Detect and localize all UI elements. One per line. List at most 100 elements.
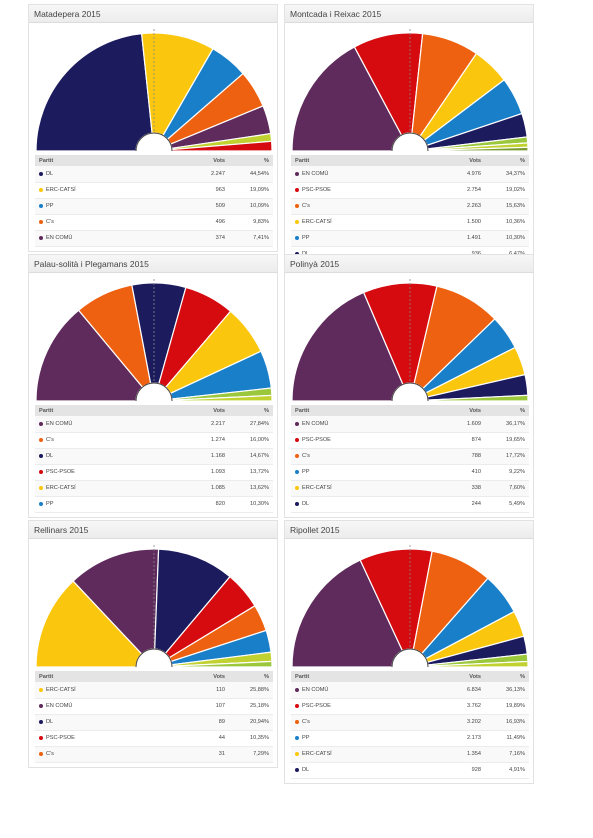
votes-cell: 2.263 xyxy=(425,198,485,215)
hemicycle-svg xyxy=(291,279,529,402)
pct-cell: 7,29% xyxy=(229,746,273,763)
header-votes: Vots xyxy=(425,405,485,416)
party-name: DL xyxy=(46,170,54,177)
header-votes: Vots xyxy=(169,405,229,416)
header-pct: % xyxy=(485,155,529,166)
votes-cell: 338 xyxy=(425,480,485,497)
votes-cell: 374 xyxy=(169,230,229,247)
table-row: C's 496 9,83% xyxy=(35,214,273,231)
party-color-dot xyxy=(39,453,43,458)
votes-cell: 89 xyxy=(169,714,229,731)
party-color-dot xyxy=(295,687,299,692)
votes-cell: 963 xyxy=(169,182,229,199)
table-row: DL 2.247 44,54% xyxy=(35,166,273,183)
party-cell: PP xyxy=(291,464,425,481)
votes-cell: 6.834 xyxy=(425,682,485,699)
party-cell: ERC-CATSÍ xyxy=(35,682,169,699)
slice-dl[interactable] xyxy=(35,32,153,152)
party-cell: PP xyxy=(35,198,169,215)
table-row: C's 1.274 16,00% xyxy=(35,432,273,449)
party-cell: C's xyxy=(291,448,425,465)
table-row: ERC-CATSÍ 963 19,09% xyxy=(35,182,273,199)
header-pct: % xyxy=(229,155,273,166)
inner-ring xyxy=(391,132,429,152)
pct-cell: 15,63% xyxy=(485,198,529,215)
party-cell: ERC-CATSÍ xyxy=(291,746,425,763)
municipality-panel: Matadepera 2015 Partit Vots% DL 2.247 44,54% E… xyxy=(28,4,278,252)
party-color-dot xyxy=(39,751,43,756)
votes-cell: 820 xyxy=(169,496,229,513)
party-cell: PP xyxy=(35,496,169,513)
header-party: Partit xyxy=(35,155,169,166)
party-name: PP xyxy=(302,468,310,475)
party-name: DL xyxy=(46,718,54,725)
party-color-dot xyxy=(295,735,299,740)
party-cell: PP xyxy=(291,730,425,747)
party-cell: EN COMÚ xyxy=(291,166,425,183)
party-color-dot xyxy=(295,485,299,490)
table-row: PP 2.173 11,49% xyxy=(291,730,529,747)
party-name: EN COMÚ xyxy=(302,686,329,693)
party-cell: DL xyxy=(35,448,169,465)
table-row: ERC-CATSÍ 1.085 13,62% xyxy=(35,480,273,497)
pct-cell: 7,16% xyxy=(485,746,529,763)
pct-cell: 16,00% xyxy=(229,432,273,449)
party-cell: PSC-PSOE xyxy=(35,730,169,747)
party-cell: EN COMÚ xyxy=(35,698,169,715)
party-color-dot xyxy=(39,219,43,224)
hemicycle-svg xyxy=(35,29,273,152)
table-header-row: Partit Vots% xyxy=(35,405,273,416)
party-cell: C's xyxy=(35,746,169,763)
pct-cell: 36,13% xyxy=(485,682,529,699)
table-row: ERC-CATSÍ 110 25,88% xyxy=(35,682,273,699)
table-row: EN COMÚ 1.609 36,17% xyxy=(291,416,529,433)
header-votes: Vots xyxy=(425,155,485,166)
party-name: PSC-PSOE xyxy=(302,436,331,443)
pct-cell: 5,49% xyxy=(485,496,529,513)
party-name: DL xyxy=(302,766,310,773)
party-name: ERC-CATSÍ xyxy=(302,218,332,225)
party-name: C's xyxy=(46,436,54,443)
table-row: DL 1.168 14,67% xyxy=(35,448,273,465)
municipality-panel: Polinyà 2015 Partit Vots% EN COMÚ 1.609 36,17… xyxy=(284,254,534,518)
party-color-dot xyxy=(295,171,299,176)
table-row: PP 410 9,22% xyxy=(291,464,529,481)
party-color-dot xyxy=(295,703,299,708)
inner-ring xyxy=(391,648,429,668)
party-name: ERC-CATSÍ xyxy=(302,750,332,757)
votes-cell: 2.247 xyxy=(169,166,229,183)
party-name: ERC-CATSÍ xyxy=(46,186,76,193)
votes-cell: 410 xyxy=(425,464,485,481)
pct-cell: 7,60% xyxy=(485,480,529,497)
party-name: EN COMÚ xyxy=(46,420,73,427)
table-row: PSC-PSOE 874 19,65% xyxy=(291,432,529,449)
party-cell: EN COMÚ xyxy=(291,682,425,699)
votes-cell: 788 xyxy=(425,448,485,465)
party-cell: DL xyxy=(291,762,425,779)
party-name: PSC-PSOE xyxy=(46,734,75,741)
pct-cell: 9,22% xyxy=(485,464,529,481)
municipality-panel: Palau-solità i Plegamans 2015 Partit Vots%… xyxy=(28,254,278,518)
table-row: PP 820 10,30% xyxy=(35,496,273,513)
header-party: Partit xyxy=(291,405,425,416)
party-cell: ERC-CATSÍ xyxy=(291,480,425,497)
header-pct: % xyxy=(229,405,273,416)
table-row: PP 509 10,09% xyxy=(35,198,273,215)
header-party: Partit xyxy=(35,671,169,682)
party-cell: DL xyxy=(35,166,169,183)
party-cell: DL xyxy=(35,714,169,731)
party-color-dot xyxy=(39,501,43,506)
votes-cell: 107 xyxy=(169,698,229,715)
results-table: Partit Vots% ERC-CATSÍ 110 25,88% EN COMÚ 107 2… xyxy=(35,671,273,763)
party-name: C's xyxy=(46,218,54,225)
party-color-dot xyxy=(295,767,299,772)
table-header-row: Partit Vots% xyxy=(35,155,273,166)
table-row: DL 89 20,94% xyxy=(35,714,273,731)
inner-ring xyxy=(135,132,173,152)
table-header-row: Partit Vots% xyxy=(291,405,529,416)
votes-cell: 1.500 xyxy=(425,214,485,231)
party-cell: PSC-PSOE xyxy=(291,698,425,715)
header-party: Partit xyxy=(291,155,425,166)
party-name: C's xyxy=(302,202,310,209)
pct-cell: 4,91% xyxy=(485,762,529,779)
